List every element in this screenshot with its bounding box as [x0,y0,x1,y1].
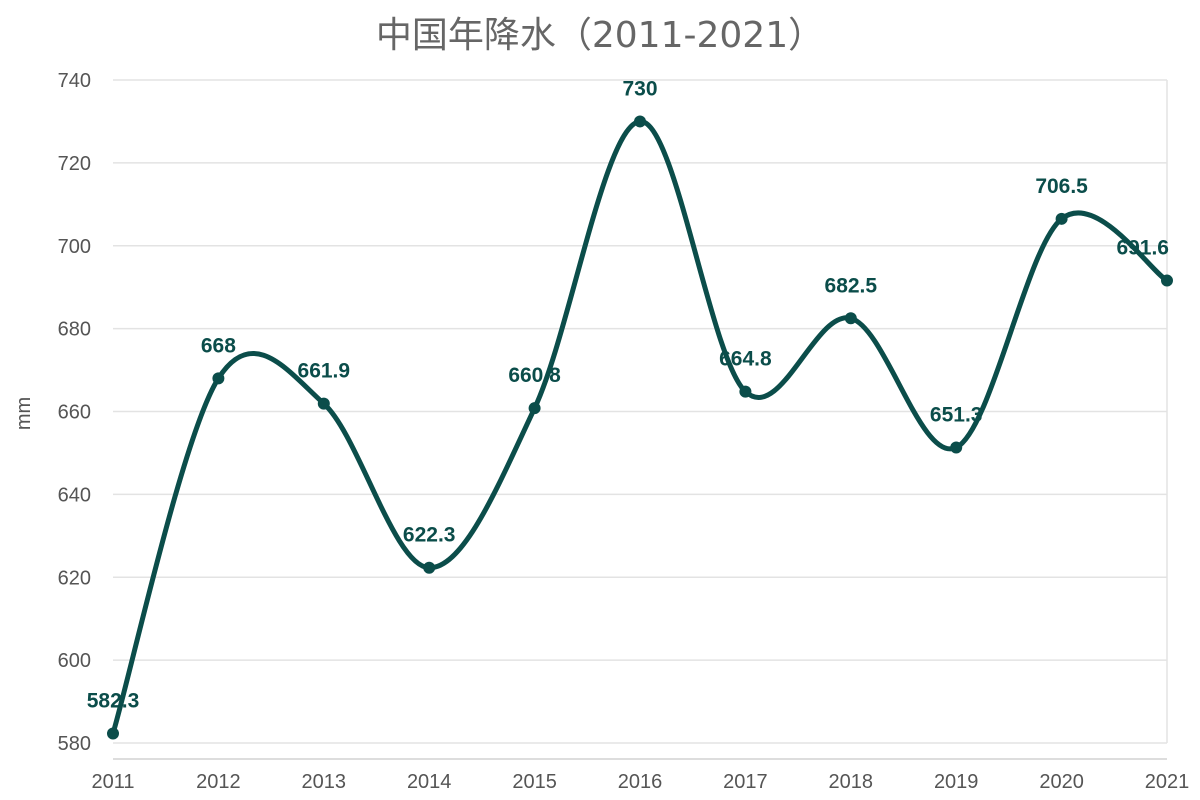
data-label: 668 [201,334,236,357]
data-label: 661.9 [298,360,351,383]
data-point[interactable] [1055,212,1068,225]
y-tick-label: 600 [58,650,91,672]
x-tick-label: 2012 [196,771,241,793]
data-label: 730 [622,77,657,100]
y-tick-label: 640 [58,484,91,506]
x-tick-label: 2014 [407,771,452,793]
y-tick-label: 660 [58,402,91,424]
data-label: 622.3 [403,524,456,547]
data-label: 651.3 [930,404,983,427]
y-axis-label: mm [13,397,35,430]
data-label: 691.6 [1116,237,1169,260]
x-tick-label: 2015 [512,771,557,793]
axes: 580 600 620 640 660 680 700 720 740 2011 2012 2013 2… [13,70,1189,793]
x-tick-label: 2018 [829,771,874,793]
x-tick-label: 2013 [302,771,347,793]
y-tick-label: 680 [58,319,91,341]
data-point[interactable] [528,402,541,415]
x-tick-label: 2020 [1039,771,1084,793]
chart-title: 中国年降水（2011-2021） [375,15,825,56]
data-labels: 582.3 668 661.9 622.3 660.8 730 664.8 682.5 651.… [87,77,1169,712]
data-point[interactable] [212,372,225,385]
data-point[interactable] [844,312,857,325]
y-tick-label: 740 [58,70,91,92]
data-point[interactable] [317,397,330,410]
data-label: 682.5 [825,274,878,297]
data-point[interactable] [1161,274,1173,287]
x-tick-label: 2021 [1145,771,1190,793]
data-point[interactable] [107,727,119,740]
y-tick-label: 720 [58,153,91,175]
grid-lines [113,79,1168,744]
x-tick-label: 2017 [723,771,768,793]
data-point[interactable] [739,385,752,398]
data-point[interactable] [423,561,436,574]
data-point[interactable] [950,441,963,454]
series-layer [107,115,1173,740]
data-label: 660.8 [508,364,561,387]
data-label: 582.3 [87,689,140,712]
x-tick-label: 2016 [618,771,663,793]
data-label: 706.5 [1035,175,1088,198]
y-tick-label: 580 [58,733,91,755]
data-label: 664.8 [719,348,772,371]
series-line [110,118,1170,736]
y-tick-label: 620 [58,567,91,589]
y-tick-label: 700 [58,236,91,258]
data-point[interactable] [634,115,646,128]
x-tick-label: 2011 [91,771,134,793]
x-tick-label: 2019 [934,771,979,793]
